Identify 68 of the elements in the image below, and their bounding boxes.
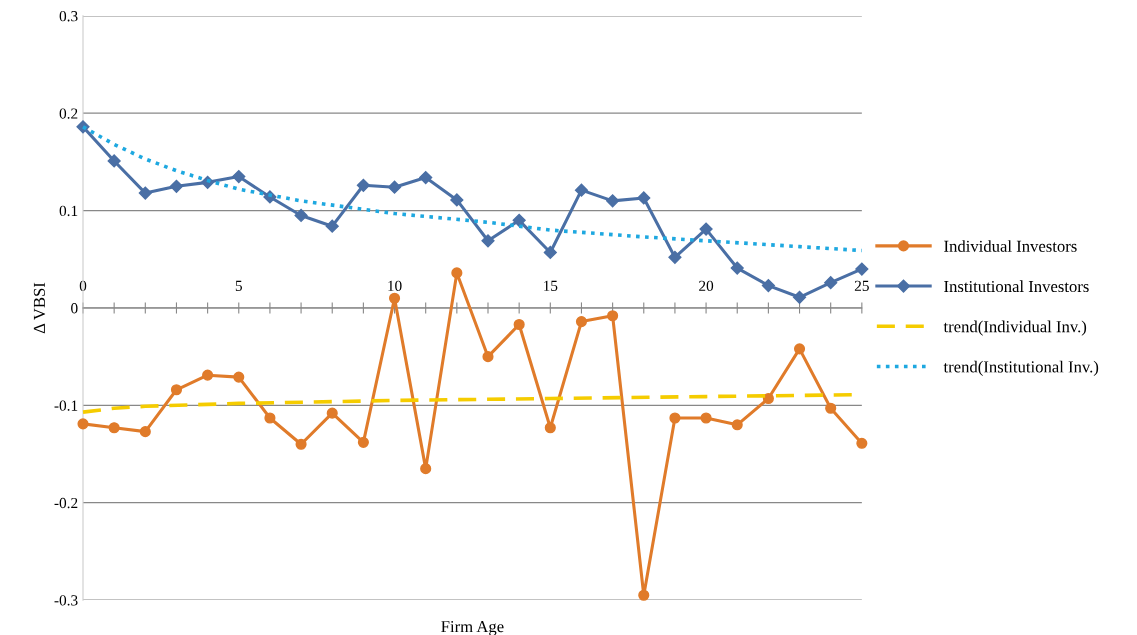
point xyxy=(544,422,556,434)
point xyxy=(108,422,120,434)
point xyxy=(482,351,494,363)
point xyxy=(761,278,775,293)
point xyxy=(512,213,526,227)
legend-label: Institutional Investors xyxy=(944,280,1089,293)
point xyxy=(295,438,307,450)
point xyxy=(825,402,837,414)
point xyxy=(232,169,246,184)
point xyxy=(387,180,402,194)
point xyxy=(543,245,557,260)
point xyxy=(450,193,464,207)
point xyxy=(731,419,743,431)
x-tick-label: 20 xyxy=(699,280,714,291)
x-tick-label: 15 xyxy=(544,280,558,291)
point xyxy=(294,208,308,223)
point xyxy=(730,261,744,275)
point xyxy=(513,318,525,331)
point xyxy=(856,437,868,449)
y-tick-label: -0.1 xyxy=(54,400,78,411)
y-axis-title: Δ VBSI xyxy=(33,282,46,334)
x-tick-label: 0 xyxy=(79,280,87,291)
point xyxy=(700,412,712,424)
point xyxy=(668,250,682,264)
x-tick-label: 25 xyxy=(854,280,869,291)
point xyxy=(356,178,370,192)
point xyxy=(420,463,432,475)
legend-label: trend(Individual Inv.) xyxy=(943,320,1087,336)
point xyxy=(388,292,401,304)
y-tick-label: -0.3 xyxy=(54,595,78,606)
x-axis-title: Firm Age xyxy=(441,621,504,635)
point xyxy=(607,310,619,322)
point xyxy=(793,343,806,355)
point xyxy=(326,407,338,419)
y-tick-label: 0.1 xyxy=(59,205,78,217)
y-tick-label: 0.2 xyxy=(59,108,78,119)
y-tick-label: -0.2 xyxy=(54,497,78,509)
x-tick-label: 5 xyxy=(235,280,242,291)
point xyxy=(638,589,650,601)
legend-label: Individual Investors xyxy=(944,240,1077,252)
point xyxy=(575,316,588,328)
x-tick-label: 10 xyxy=(388,280,402,291)
point xyxy=(233,371,245,383)
y-tick-label: 0.3 xyxy=(59,11,78,22)
point xyxy=(792,290,807,304)
point xyxy=(574,183,589,197)
point xyxy=(264,412,276,424)
y-tick-label: 0 xyxy=(71,303,78,314)
point xyxy=(202,369,214,381)
point xyxy=(699,222,713,236)
point xyxy=(139,426,151,438)
point xyxy=(77,418,89,430)
point xyxy=(138,186,152,200)
point xyxy=(169,179,184,193)
point xyxy=(481,234,495,248)
point xyxy=(606,194,620,208)
point xyxy=(762,392,774,405)
point xyxy=(170,384,183,396)
legend-label: trend(Institutional Inv.) xyxy=(943,360,1099,376)
point xyxy=(669,412,681,424)
point xyxy=(637,191,651,205)
point xyxy=(824,276,838,290)
point xyxy=(357,436,369,448)
point xyxy=(419,170,433,185)
point xyxy=(325,219,339,233)
point xyxy=(107,154,121,168)
point xyxy=(451,267,463,279)
point xyxy=(855,262,869,276)
